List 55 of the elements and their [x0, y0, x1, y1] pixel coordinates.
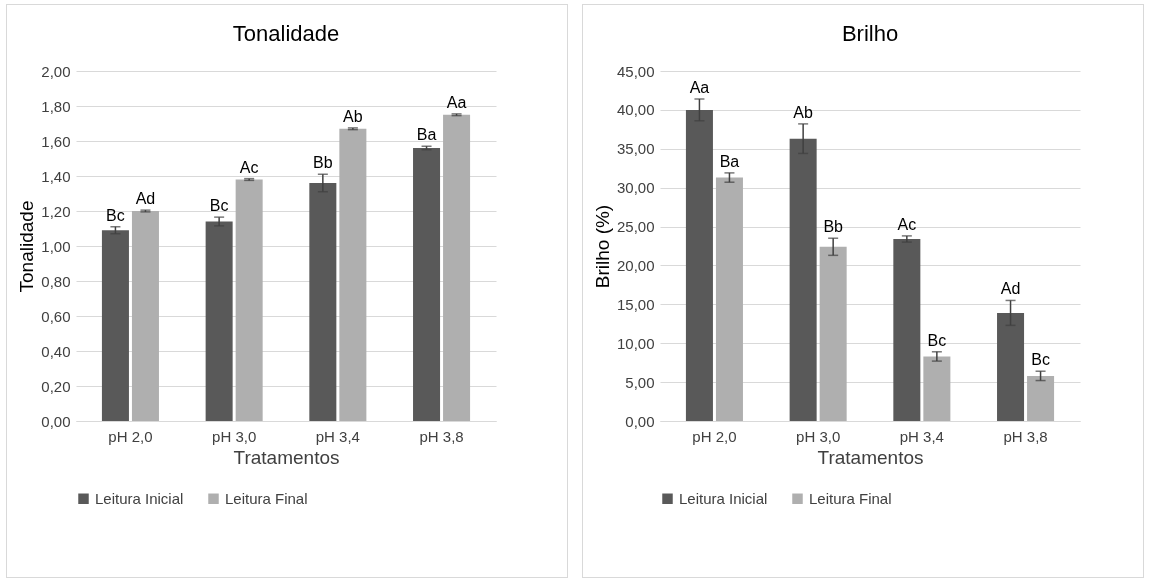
y-tick-label: 20,00	[616, 256, 655, 274]
annotation: Aa	[689, 79, 710, 96]
y-tick-label: 0,20	[41, 377, 71, 395]
y-tick-label: 0,00	[625, 412, 655, 430]
y-tick-label: 1,80	[41, 97, 71, 115]
x-tick-label: pH 3,8	[419, 427, 464, 445]
chart-title: Tonalidade	[232, 21, 340, 46]
y-tick-label: 0,00	[41, 412, 71, 430]
x-tick-label: pH 3,0	[796, 427, 841, 445]
legend-label: Leitura Inicial	[95, 489, 184, 507]
y-tick-label: 15,00	[616, 295, 655, 313]
x-tick-label: pH 3,0	[212, 427, 257, 445]
annotation: Ba	[719, 152, 740, 170]
annotation: Ac	[897, 215, 917, 233]
y-tick-label: 0,60	[41, 307, 71, 325]
annotation: Bc	[927, 331, 947, 349]
annotation: Bc	[209, 197, 229, 215]
x-tick-label: pH 3,4	[899, 427, 944, 445]
legend-label: Leitura Inicial	[679, 489, 768, 507]
y-tick-label: 1,00	[41, 237, 71, 255]
x-tick-label: pH 3,4	[315, 427, 360, 445]
y-tick-label: 45,00	[616, 62, 655, 80]
y-tick-label: 2,00	[41, 62, 71, 80]
chart-title: Brilho	[841, 21, 899, 46]
annotation: Ab	[343, 107, 363, 125]
x-axis-title: Tratamentos	[233, 446, 340, 468]
annotation: Bc	[106, 206, 125, 224]
annotation: Bc	[1031, 351, 1050, 369]
annotation: Ad	[1000, 280, 1021, 298]
y-tick-label: 40,00	[616, 101, 655, 119]
y-axis-title: Brilho (%)	[591, 204, 613, 289]
y-tick-label: 25,00	[616, 218, 655, 236]
y-axis-title: Tonalidade	[16, 200, 38, 293]
legend-label: Leitura Final	[225, 489, 308, 507]
annotation: Bb	[823, 218, 844, 236]
y-tick-label: 0,80	[41, 272, 71, 290]
x-tick-label: pH 2,0	[108, 427, 153, 445]
y-tick-label: 1,40	[41, 167, 71, 185]
y-tick-label: 1,60	[41, 132, 71, 150]
y-tick-label: 0,40	[41, 342, 71, 360]
legend-label: Leitura Final	[809, 489, 892, 507]
annotation: Bb	[313, 154, 333, 172]
y-tick-label: 30,00	[616, 179, 655, 197]
annotation: Ab	[793, 103, 814, 121]
y-tick-label: 10,00	[616, 334, 655, 352]
y-tick-label: 5,00	[625, 373, 655, 391]
annotation: Ad	[135, 190, 156, 208]
y-tick-label: 1,20	[41, 202, 71, 220]
x-axis-title: Tratamentos	[817, 446, 924, 468]
annotation: Ac	[239, 158, 259, 176]
y-tick-label: 35,00	[616, 140, 655, 158]
annotation: Aa	[446, 93, 467, 111]
x-tick-label: pH 3,8	[1003, 427, 1048, 445]
x-tick-label: pH 2,0	[692, 427, 737, 445]
annotation: Ba	[416, 126, 437, 144]
